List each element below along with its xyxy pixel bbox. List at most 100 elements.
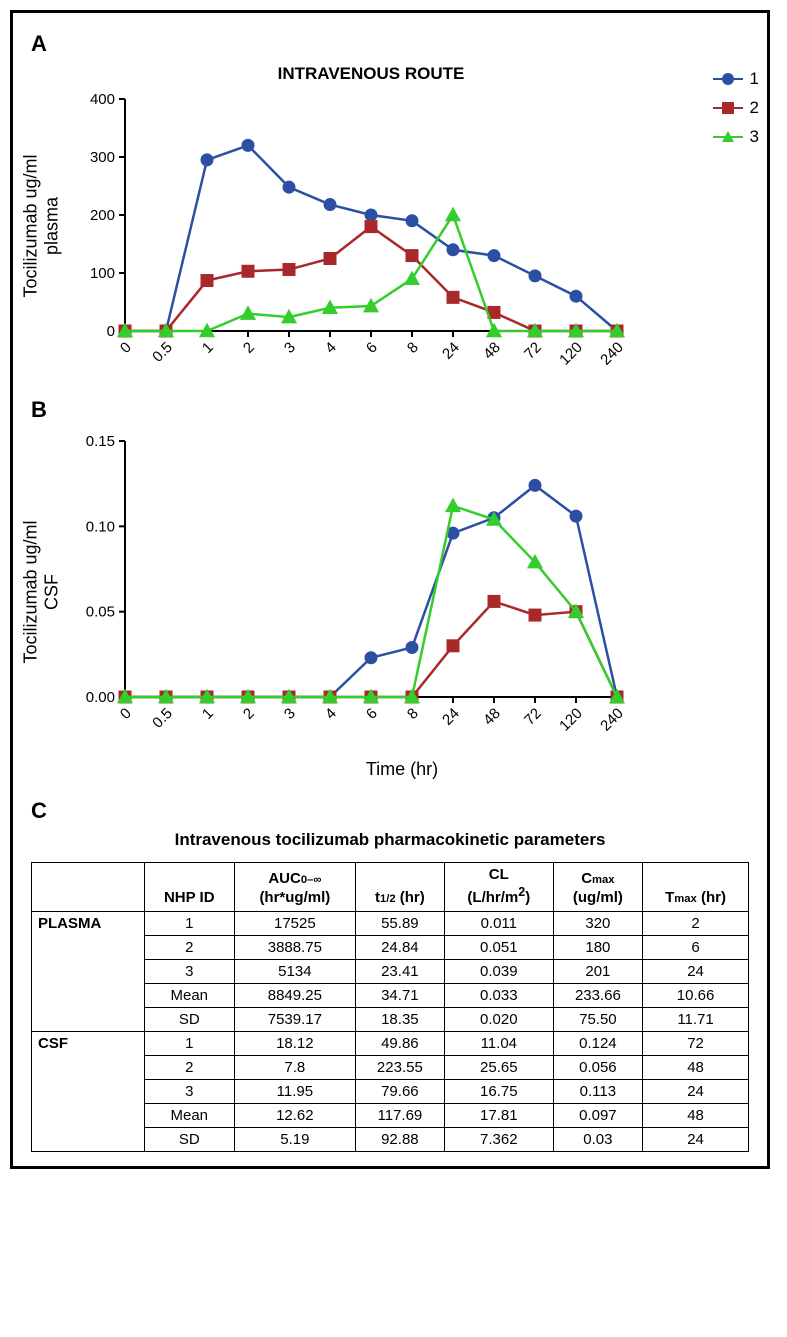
svg-text:0.5: 0.5 [149, 705, 176, 732]
col-cmax: Cmax(ug/ml) [553, 863, 642, 912]
table-cell: 7539.17 [234, 1007, 355, 1031]
table-cell: 24.84 [355, 935, 444, 959]
table-cell: 0.113 [553, 1079, 642, 1103]
svg-text:0.05: 0.05 [86, 604, 115, 621]
panel-c: C Intravenous tocilizumab pharmacokineti… [31, 798, 749, 1152]
table-cell: 5134 [234, 959, 355, 983]
table-cell: 0.056 [553, 1055, 642, 1079]
table-cell: 201 [553, 959, 642, 983]
svg-text:0.5: 0.5 [149, 339, 176, 366]
panel-a: A Tocilizumab ug/mlplasma INTRAVENOUS RO… [31, 31, 749, 391]
svg-text:3: 3 [281, 705, 299, 723]
svg-text:0: 0 [107, 323, 115, 340]
svg-text:72: 72 [521, 705, 545, 729]
col-cl: CL(L/hr/m2) [444, 863, 553, 912]
table-cell: 8849.25 [234, 983, 355, 1007]
table-cell: 24 [643, 1079, 749, 1103]
table-cell: 320 [553, 911, 642, 935]
table-cell: 223.55 [355, 1055, 444, 1079]
table-cell: 180 [553, 935, 642, 959]
chart-b-svg: 0.000.050.100.1500.5123468244872120240 [55, 427, 635, 757]
group-header: PLASMA [32, 911, 145, 1031]
svg-text:300: 300 [90, 149, 115, 166]
chart-a-holder: Tocilizumab ug/mlplasma INTRAVENOUS ROUT… [55, 61, 749, 391]
table-cell: 3888.75 [234, 935, 355, 959]
legend-label: 2 [750, 98, 759, 118]
svg-text:6: 6 [363, 705, 381, 723]
table-cell: 0.033 [444, 983, 553, 1007]
table-cell: 72 [643, 1031, 749, 1055]
col-nhp: NHP ID [144, 863, 234, 912]
table-row: CSF118.1249.8611.040.12472 [32, 1031, 749, 1055]
table-cell: 7.362 [444, 1127, 553, 1151]
figure-container: A Tocilizumab ug/mlplasma INTRAVENOUS RO… [10, 10, 770, 1169]
table-cell: 2 [643, 911, 749, 935]
table-cell: 24 [643, 959, 749, 983]
table-cell: 11.04 [444, 1031, 553, 1055]
group-header: CSF [32, 1031, 145, 1151]
svg-text:48: 48 [480, 339, 504, 363]
panel-b-label: B [31, 397, 749, 423]
svg-text:0: 0 [117, 339, 135, 357]
table-cell: 0.097 [553, 1103, 642, 1127]
col-tmax: Tmax (hr) [643, 863, 749, 912]
table-cell: 0.051 [444, 935, 553, 959]
svg-text:120: 120 [556, 339, 586, 369]
table-cell: 1 [144, 1031, 234, 1055]
table-cell: 12.62 [234, 1103, 355, 1127]
chart-a-ylabel: Tocilizumab ug/mlplasma [20, 154, 61, 297]
table-cell: 2 [144, 1055, 234, 1079]
table-cell: 0.020 [444, 1007, 553, 1031]
table-row: PLASMA11752555.890.0113202 [32, 911, 749, 935]
table-cell: 1 [144, 911, 234, 935]
table-cell: 25.65 [444, 1055, 553, 1079]
table-cell: 117.69 [355, 1103, 444, 1127]
table-cell: 55.89 [355, 911, 444, 935]
chart-b-xlabel: Time (hr) [55, 759, 749, 780]
svg-text:4: 4 [322, 705, 340, 723]
table-cell: 0.039 [444, 959, 553, 983]
legend: 1 2 3 [713, 69, 759, 156]
svg-text:3: 3 [281, 339, 299, 357]
table-cell: 5.19 [234, 1127, 355, 1151]
svg-text:1: 1 [199, 705, 217, 723]
pk-table: NHP ID AUC0–∞(hr*ug/ml) t1/2 (hr) CL(L/h… [31, 862, 749, 1152]
svg-text:0.00: 0.00 [86, 689, 115, 706]
panel-c-label: C [31, 798, 749, 824]
svg-text:400: 400 [90, 91, 115, 108]
table-cell: 49.86 [355, 1031, 444, 1055]
svg-text:0.15: 0.15 [86, 433, 115, 450]
svg-text:24: 24 [439, 339, 463, 363]
svg-text:240: 240 [597, 705, 627, 735]
table-cell: 16.75 [444, 1079, 553, 1103]
svg-text:0.10: 0.10 [86, 518, 115, 535]
table-cell: 79.66 [355, 1079, 444, 1103]
legend-item-3: 3 [713, 127, 759, 147]
table-cell: 6 [643, 935, 749, 959]
table-cell: 17.81 [444, 1103, 553, 1127]
table-title: Intravenous tocilizumab pharmacokinetic … [31, 830, 749, 850]
table-cell: 233.66 [553, 983, 642, 1007]
svg-text:INTRAVENOUS ROUTE: INTRAVENOUS ROUTE [278, 64, 465, 83]
table-cell: 92.88 [355, 1127, 444, 1151]
table-cell: 3 [144, 1079, 234, 1103]
svg-text:2: 2 [240, 339, 258, 357]
svg-text:200: 200 [90, 207, 115, 224]
svg-text:120: 120 [556, 705, 586, 735]
chart-b-holder: Tocilizumab ug/mlCSF 0.000.050.100.1500.… [55, 427, 749, 757]
svg-text:72: 72 [521, 339, 545, 363]
table-cell: 17525 [234, 911, 355, 935]
chart-a-svg: INTRAVENOUS ROUTE010020030040000.5123468… [55, 61, 635, 391]
svg-text:8: 8 [404, 705, 422, 723]
svg-text:1: 1 [199, 339, 217, 357]
col-thalf: t1/2 (hr) [355, 863, 444, 912]
table-cell: 34.71 [355, 983, 444, 1007]
panel-a-label: A [31, 31, 749, 57]
table-cell: 18.12 [234, 1031, 355, 1055]
table-cell: 3 [144, 959, 234, 983]
col-auc: AUC0–∞(hr*ug/ml) [234, 863, 355, 912]
legend-label: 3 [750, 127, 759, 147]
chart-b-ylabel: Tocilizumab ug/mlCSF [20, 520, 61, 663]
legend-item-2: 2 [713, 98, 759, 118]
table-cell: 10.66 [643, 983, 749, 1007]
